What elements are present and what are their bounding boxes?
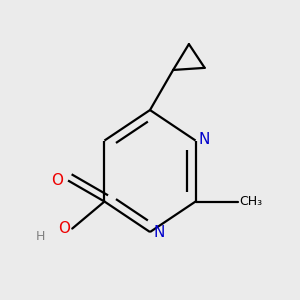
Text: H: H [36,230,45,243]
Text: N: N [153,225,165,240]
Text: O: O [51,173,63,188]
Text: O: O [58,221,70,236]
Text: N: N [199,132,210,147]
Text: CH₃: CH₃ [240,195,263,208]
